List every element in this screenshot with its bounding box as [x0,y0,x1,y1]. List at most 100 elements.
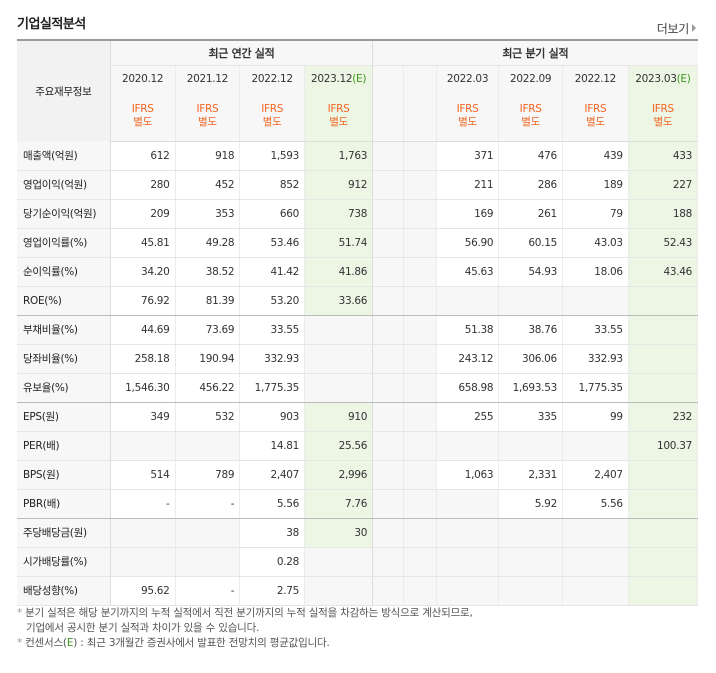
estimate-marker: (E) [676,73,691,86]
quarter-cell [403,286,437,316]
row-label: PER(배) [17,431,111,461]
separate-label: 별도 [262,116,282,129]
quarter-cell: 433 [628,141,699,171]
row-label: 매출액(억원) [17,141,111,171]
quarter-cell [628,373,699,403]
period-label: 2020.12 [121,73,164,86]
quarter-cell [628,344,699,374]
annual-cell: 5.56 [239,489,306,519]
annual-cell: 38 [239,518,306,548]
quarter-cell [403,170,437,200]
annual-cell: 903 [239,402,306,432]
footnote-1-text: 분기 실적은 해당 분기까지의 누적 실적에서 직전 분기까지의 누적 실적을 … [25,607,473,619]
annual-cell: 1,775.35 [239,373,306,403]
quarter-cell [403,518,437,548]
annual-cell: - [175,576,241,606]
annual-cell: 25.56 [304,431,374,461]
row-label: 영업이익률(%) [17,228,111,258]
quarter-cell [498,518,563,548]
quarter-cell: 211 [436,170,500,200]
quarter-cell: 56.90 [436,228,500,258]
quarter-cell [403,431,437,461]
annual-cell: 918 [175,141,241,171]
quarter-cell [372,344,404,374]
table-row: 시가배당률(%) 0.28 [17,547,699,577]
annual-cell: 53.20 [239,286,306,316]
table-row: EPS(원) 349 532 903 910 255 335 99 232 [17,402,699,432]
quarter-cell [403,576,437,606]
annual-cell: 14.81 [239,431,306,461]
quarter-cell [403,228,437,258]
quarter-period-header [372,65,404,93]
quarter-cell: 261 [498,199,563,229]
quarter-period-header: 2022.12 [562,65,629,93]
quarter-cell: 5.56 [562,489,629,519]
quarter-cell [562,518,629,548]
row-label: 당좌비율(%) [17,344,111,374]
quarter-cell [372,518,404,548]
separate-label: 별도 [458,116,477,129]
annual-cell: 95.62 [110,576,176,606]
quarter-cell [562,576,629,606]
annual-cell: 456.22 [175,373,241,403]
annual-cell [304,547,374,577]
separate-label: 별도 [521,116,540,129]
quarter-cell [403,344,437,374]
quarter-cell [436,547,500,577]
annual-standard-header: IFRS 별도 [239,92,306,142]
quarter-period-header: 2022.09 [498,65,563,93]
bullet: * [17,637,23,649]
quarter-cell: 439 [562,141,629,171]
quarter-cell [372,286,404,316]
annual-cell: 53.46 [239,228,306,258]
more-link[interactable]: 더보기 [657,20,696,37]
quarter-cell [372,170,404,200]
quarter-cell [436,518,500,548]
quarter-cell: 371 [436,141,500,171]
quarter-cell [628,460,699,490]
annual-cell: 452 [175,170,241,200]
annual-cell [304,373,374,403]
quarter-cell [628,576,699,606]
table-row: 당좌비율(%) 258.18 190.94 332.93 243.12 306.06 332… [17,344,699,374]
quarter-standard-header: IFRS 별도 [436,92,500,142]
quarter-cell [562,431,629,461]
quarter-period-header [403,65,437,93]
quarter-group-header: 최근 분기 실적 [372,40,698,67]
quarter-cell [372,228,404,258]
annual-cell: 332.93 [239,344,306,374]
annual-cell: 51.74 [304,228,374,258]
row-label: BPS(원) [17,460,111,490]
annual-cell: - [175,489,241,519]
annual-cell: - [110,489,176,519]
chevron-right-icon [692,24,696,32]
annual-cell: 353 [175,199,241,229]
table-row: 유보율(%) 1,546.30 456.22 1,775.35 658.98 1,693.… [17,373,699,403]
quarter-cell [372,257,404,287]
annual-standard-header: IFRS 별도 [175,92,241,142]
table-row: 부채비율(%) 44.69 73.69 33.55 51.38 38.76 33.55 [17,315,699,345]
table-row: PER(배) 14.81 25.56 100.37 [17,431,699,461]
annual-cell: 0.28 [239,547,306,577]
table-row: ROE(%) 76.92 81.39 53.20 33.66 [17,286,699,316]
quarter-cell: 188 [628,199,699,229]
table-row: 순이익률(%) 34.20 38.52 41.42 41.86 45.63 54.93 18.… [17,257,699,287]
separate-label: 별도 [198,116,217,129]
quarter-cell [403,199,437,229]
row-label: EPS(원) [17,402,111,432]
quarter-cell [436,489,500,519]
ifrs-label: IFRS [651,103,674,116]
quarter-cell: 286 [498,170,563,200]
annual-cell: 33.55 [239,315,306,345]
row-label: 부채비율(%) [17,315,111,345]
annual-cell: 789 [175,460,241,490]
footnote-1: * 분기 실적은 해당 분기까지의 누적 실적에서 직전 분기까지의 누적 실적을… [17,606,473,621]
footnote-2-post: ) : 최근 3개월간 증권사에서 발표한 전망치의 평균값입니다. [73,637,330,649]
annual-cell: 44.69 [110,315,176,345]
footnote-2: * 컨센서스(E) : 최근 3개월간 증권사에서 발표한 전망치의 평균값입니다… [17,636,473,651]
quarter-cell: 45.63 [436,257,500,287]
table-row: BPS(원) 514 789 2,407 2,996 1,063 2,331 2,407 [17,460,699,490]
row-label: ROE(%) [17,286,111,316]
quarter-cell [372,315,404,345]
annual-period-header: 2020.12 [110,65,176,93]
